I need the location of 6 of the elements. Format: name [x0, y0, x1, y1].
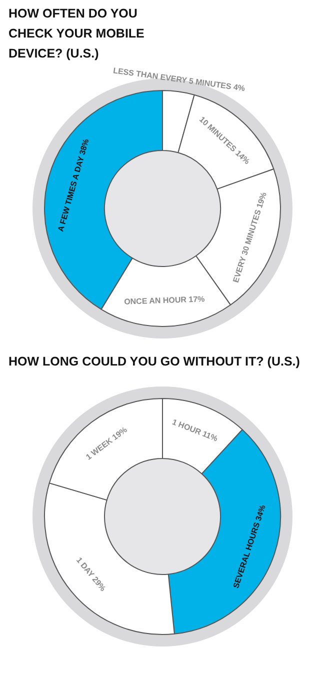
slice-label: 1 HOUR 11% [170, 417, 219, 444]
chart-title: HOW OFTEN DO YOU CHECK YOUR MOBILE DEVICE? (U.S.) [8, 6, 144, 60]
slice-label: LESS THAN EVERY 5 MINUTES 4% [112, 66, 246, 94]
chart-title: HOW LONG COULD YOU GO WITHOUT IT? (U.S.) [8, 354, 300, 368]
slice-label: A FEW TIMES A DAY 38% [56, 138, 91, 233]
slice-label: ONCE AN HOUR 17% [124, 294, 205, 306]
